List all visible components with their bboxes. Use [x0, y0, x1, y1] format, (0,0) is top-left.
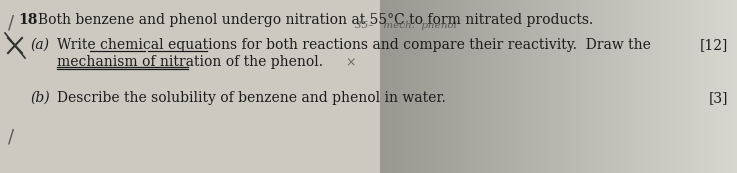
Text: mechanism of nitration of the phenol.: mechanism of nitration of the phenol. [57, 55, 323, 69]
Text: Describe the solubility of benzene and phenol in water.: Describe the solubility of benzene and p… [57, 91, 446, 105]
Text: (a): (a) [30, 38, 49, 52]
Text: Write chemical equations for both reactions and compare their reactivity.  Draw : Write chemical equations for both reacti… [57, 38, 651, 52]
Text: [3]: [3] [708, 91, 728, 105]
Text: /: / [8, 15, 14, 33]
Text: (b): (b) [30, 91, 49, 105]
Text: Both benzene and phenol undergo nitration at 55°C to form nitrated products.: Both benzene and phenol undergo nitratio… [38, 13, 593, 27]
Text: ×: × [345, 56, 355, 69]
Text: 35–   mech.  phenol: 35– mech. phenol [355, 21, 457, 30]
Text: [12]: [12] [699, 38, 728, 52]
Text: 18: 18 [18, 13, 38, 27]
Text: /: / [8, 128, 14, 146]
